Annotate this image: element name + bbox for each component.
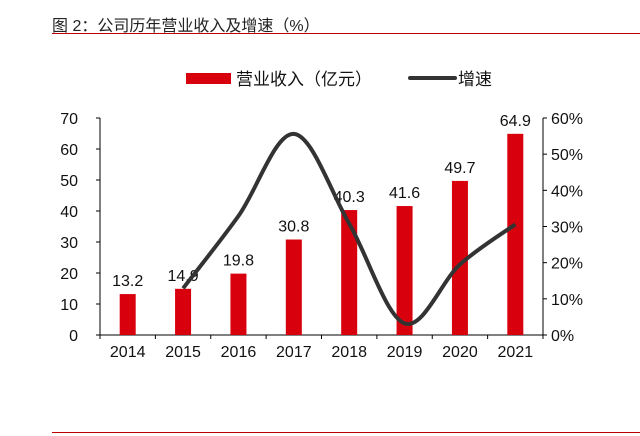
bar-data-label: 64.9 [500,113,531,130]
left-tick-label: 20 [60,266,78,283]
bar-data-label: 13.2 [112,273,143,290]
bar-data-label: 40.3 [334,189,365,206]
x-tick-label: 2017 [276,344,312,361]
right-tick-label: 30% [551,220,583,237]
revenue-bar [396,206,413,335]
left-tick-label: 0 [69,328,78,345]
revenue-bar [341,210,358,335]
left-tick-label: 10 [60,297,78,314]
bar-data-label: 19.8 [223,253,254,270]
right-tick-label: 50% [551,147,583,164]
x-tick-label: 2020 [442,344,478,361]
left-tick-label: 70 [60,111,78,128]
revenue-bar [175,288,192,335]
revenue-bar [507,133,524,335]
right-tick-label: 60% [551,111,583,128]
title-divider [52,33,640,34]
x-tick-label: 2019 [387,344,423,361]
revenue-bar [119,294,136,335]
left-tick-label: 30 [60,235,78,252]
right-tick-label: 20% [551,256,583,273]
legend-swatch-revenue [186,73,231,84]
left-tick-label: 60 [60,142,78,159]
right-tick-label: 40% [551,183,583,200]
x-tick-label: 2015 [165,344,201,361]
legend-label-growth: 增速 [458,70,492,89]
x-tick-label: 2014 [110,344,146,361]
bar-data-label: 49.7 [444,160,475,177]
left-tick-label: 40 [60,204,78,221]
revenue-bar [451,180,468,335]
revenue-bar [285,239,302,335]
figure-title: 图 2：公司历年营业收入及增速（%） [52,18,320,35]
x-tick-label: 2018 [331,344,367,361]
revenue-bar [230,273,247,335]
left-tick-label: 50 [60,173,78,190]
bar-data-label: 41.6 [389,185,420,202]
right-tick-label: 0% [551,328,574,345]
x-tick-label: 2021 [498,344,534,361]
legend-label-revenue: 营业收入（亿元） [236,70,372,89]
right-tick-label: 10% [551,292,583,309]
x-tick-label: 2016 [221,344,257,361]
bottom-divider [52,432,640,433]
growth-line [181,131,517,326]
bar-data-label: 30.8 [278,219,309,236]
